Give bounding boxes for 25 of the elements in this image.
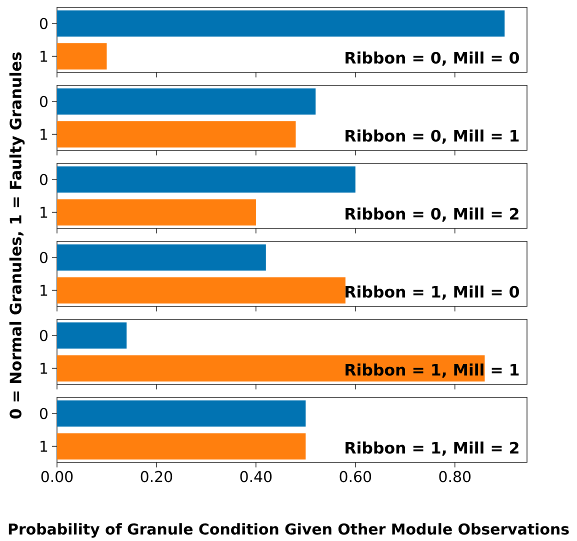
y-tick-label: 0 bbox=[40, 330, 48, 342]
y-tick-label: 0 bbox=[40, 252, 48, 264]
y-tick-label: 1 bbox=[40, 362, 48, 374]
y-tick-label: 1 bbox=[40, 128, 48, 140]
x-tick-label: 0.00 bbox=[41, 470, 73, 482]
y-tick-label: 1 bbox=[40, 50, 48, 62]
x-axis-title: Probability of Granule Condition Given Other Module Observations bbox=[8, 523, 569, 538]
y-tick-label: 0 bbox=[40, 18, 48, 30]
x-tick-label: 0.40 bbox=[240, 470, 272, 482]
annotation: Ribbon = 0, Mill = 0 bbox=[346, 52, 520, 66]
annotation: Ribbon = 0, Mill = 2 bbox=[346, 208, 518, 222]
y-tick-label: 1 bbox=[40, 284, 48, 296]
annotation: Ribbon = 0, Mill = 1 bbox=[346, 130, 519, 144]
y-tick-label: 1 bbox=[40, 206, 48, 218]
x-tick-label: 0.60 bbox=[340, 470, 372, 482]
annotation: Ribbon = 1, Mill = 2 bbox=[346, 442, 518, 456]
y-tick-label: 0 bbox=[40, 408, 48, 420]
x-tick-label: 0.80 bbox=[439, 470, 471, 482]
y-axis-title: 0 = Normal Granules, 1 = Faulty Granules bbox=[9, 52, 25, 419]
y-tick-label: 0 bbox=[40, 174, 48, 186]
annotation: Ribbon = 1, Mill = 0 bbox=[346, 286, 520, 300]
y-tick-label: 0 bbox=[40, 96, 48, 108]
y-tick-label: 1 bbox=[40, 440, 48, 452]
annotation: Ribbon = 1, Mill = 1 bbox=[346, 364, 519, 378]
x-tick-label: 0.20 bbox=[140, 470, 172, 482]
